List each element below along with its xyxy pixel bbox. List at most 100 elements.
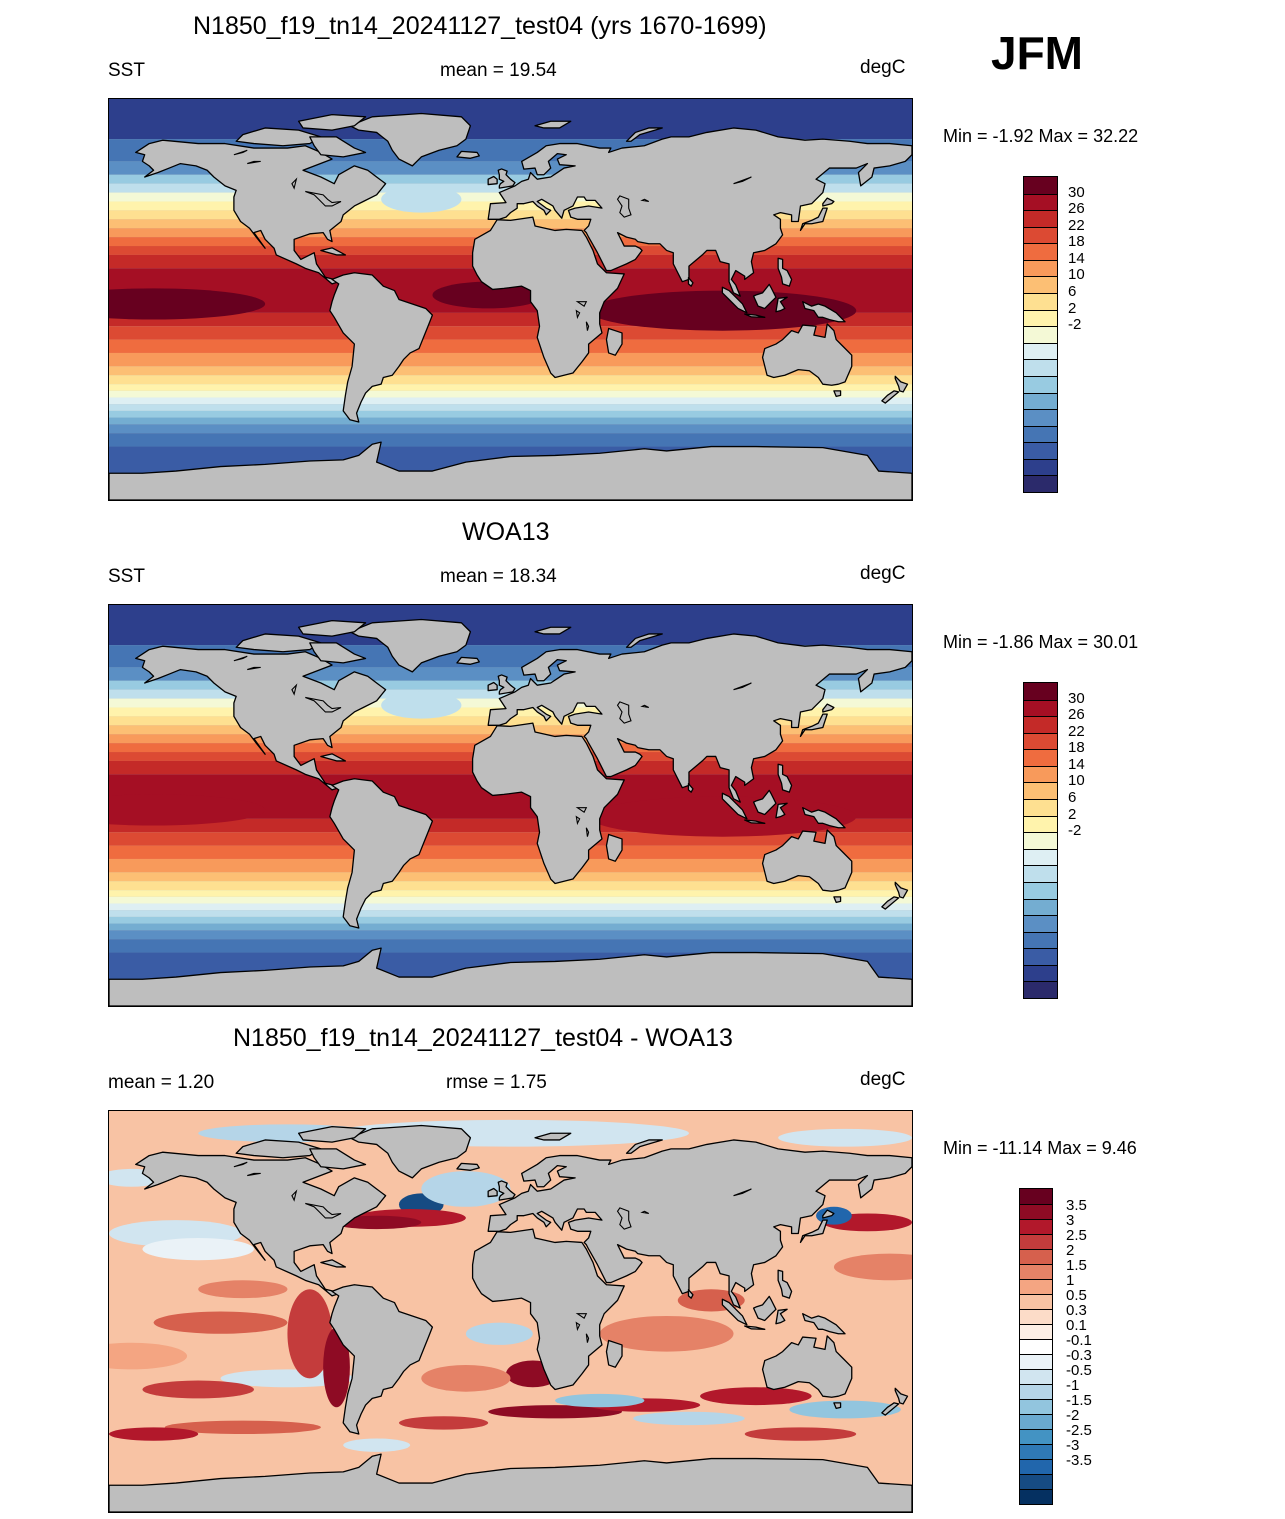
colorbar-tick-label: 0.1 — [1066, 1316, 1087, 1334]
anomaly-region — [332, 1215, 422, 1230]
land-mass — [687, 1289, 694, 1299]
colorbar-swatch — [1024, 948, 1057, 965]
colorbar-swatch — [1024, 716, 1057, 733]
land-mass — [775, 802, 788, 819]
anomaly-region — [343, 1438, 411, 1452]
colorbar-swatch — [1024, 898, 1057, 916]
anomaly-region — [555, 1393, 645, 1408]
lake-outline — [585, 321, 590, 331]
anomaly-region — [323, 1327, 350, 1408]
anomaly-region — [142, 1380, 254, 1399]
land-mass — [881, 390, 900, 404]
colorbar-swatch — [1024, 326, 1057, 343]
colorbar-swatch — [1024, 749, 1057, 766]
colorbar-tick-label: 14 — [1068, 755, 1085, 773]
colorbar-tick-label: 2 — [1068, 299, 1077, 317]
sst-band — [109, 384, 912, 391]
warm-pool-pacific — [109, 794, 266, 826]
colorbar-tick-label: 2 — [1066, 1241, 1075, 1259]
lake-outline — [291, 177, 298, 190]
colorbar-tick-label: -2 — [1068, 316, 1082, 334]
colorbar-swatch — [1024, 359, 1057, 376]
land-mass — [775, 296, 788, 313]
panel-1-title: N1850_f19_tn14_20241127_test04 (yrs 1670… — [193, 12, 767, 40]
land-mass — [497, 1180, 516, 1201]
colorbar-swatch — [1020, 1204, 1052, 1219]
land-mass — [349, 112, 472, 167]
colorbar-tick-label: 0.5 — [1066, 1286, 1087, 1304]
sst-band — [109, 858, 912, 873]
panel-1-variable: SST — [108, 60, 145, 81]
colorbar-tick-label: 2 — [1068, 805, 1077, 823]
colorbar-swatch — [1020, 1444, 1052, 1459]
colorbar-swatch — [1024, 848, 1057, 866]
colorbar-swatch — [1020, 1489, 1052, 1504]
warm-pool-indian — [588, 290, 857, 331]
colorbar-tick-label: 6 — [1068, 283, 1077, 301]
colorbar-swatch — [1024, 375, 1057, 393]
land-mass — [799, 1219, 828, 1244]
panel-2-minmax: Min = -1.86 Max = 30.01 — [943, 632, 1139, 652]
sst-band — [109, 366, 912, 376]
colorbar-swatch — [1020, 1429, 1052, 1444]
colorbar-tick-label: 18 — [1068, 739, 1085, 757]
colorbar-swatch — [1024, 475, 1057, 492]
colorbar-swatch — [1020, 1339, 1052, 1354]
panel-2-colorbar — [1023, 682, 1058, 999]
anomaly-region — [109, 1427, 199, 1441]
anomaly-region — [700, 1387, 812, 1406]
colorbar-tick-label: -1 — [1066, 1376, 1080, 1394]
land-mass — [822, 197, 835, 207]
land-mass — [894, 1387, 909, 1405]
anomaly-region — [287, 1289, 333, 1379]
lake-outline — [616, 195, 632, 218]
anomaly-region — [109, 1342, 188, 1370]
map-canvas — [109, 605, 912, 1006]
colorbar-tick-label: -0.3 — [1066, 1346, 1092, 1364]
anomaly-region — [153, 1311, 288, 1334]
land-mass — [297, 113, 367, 131]
colorbar-swatch — [1020, 1219, 1052, 1234]
land-mass — [822, 1209, 835, 1219]
colorbar-swatch — [1024, 799, 1057, 816]
lake-outline — [305, 1202, 342, 1219]
land-mass — [235, 633, 322, 653]
land-mass — [744, 819, 766, 824]
warm-pool-atlantic — [432, 281, 544, 309]
land-mass — [833, 1402, 842, 1410]
land-mass — [752, 283, 777, 310]
lake-outline — [733, 176, 752, 185]
lake-outline — [233, 149, 248, 156]
sst-band — [109, 424, 912, 434]
land-mass — [471, 1228, 625, 1391]
colorbar-swatch — [1024, 243, 1057, 260]
map-canvas — [109, 1111, 912, 1512]
land-mass — [752, 1295, 777, 1322]
land-mass — [822, 703, 835, 713]
land-mass — [721, 1298, 748, 1326]
land-mass — [487, 633, 912, 803]
panel-1-colorbar — [1023, 176, 1058, 493]
land-mass — [109, 947, 912, 1006]
land-mass — [534, 626, 572, 635]
colorbar-swatch — [1024, 732, 1057, 750]
colorbar-tick-label: 14 — [1068, 249, 1085, 267]
sst-band — [109, 404, 912, 411]
panel-2-units: degC — [860, 563, 906, 584]
lake-outline — [585, 1333, 590, 1343]
season-label: JFM — [991, 27, 1083, 79]
colorbar-swatch — [1024, 865, 1057, 882]
colorbar-swatch — [1024, 392, 1057, 410]
land-mass — [309, 136, 367, 158]
land-mass — [235, 1139, 322, 1159]
continents — [109, 618, 912, 1006]
land-mass — [534, 120, 572, 129]
sst-band — [109, 99, 912, 140]
land-mass — [349, 618, 472, 673]
land-mass — [456, 1162, 480, 1171]
land-mass — [320, 1259, 347, 1268]
sst-band — [109, 896, 912, 904]
sst-band — [109, 417, 912, 425]
land-mass — [109, 1453, 912, 1512]
colorbar-swatch — [1020, 1294, 1052, 1309]
